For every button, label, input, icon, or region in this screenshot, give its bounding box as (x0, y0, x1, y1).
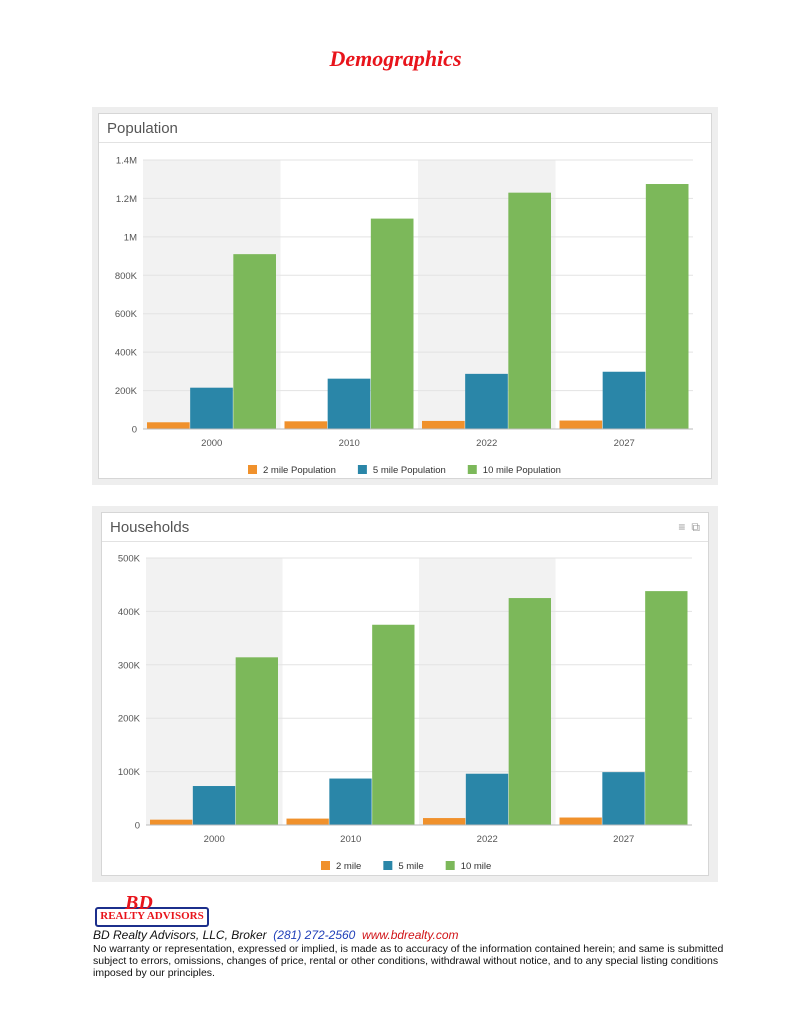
legend-label: 10 mile (461, 861, 492, 872)
population-card-title: Population (107, 120, 178, 137)
legend-swatch (383, 861, 393, 870)
bar (233, 254, 276, 429)
y-tick-label: 400K (118, 607, 141, 618)
bar (286, 818, 329, 825)
page-title: Demographics (329, 46, 462, 71)
legend-swatch (357, 465, 367, 474)
population-card: Population 0 200K 400K 600K 800K 1M 1.2M 1.4M 20… (98, 113, 712, 479)
x-tick-label: 2010 (339, 438, 360, 449)
bar (465, 773, 509, 825)
logo-text: REALTY ADVISORS (100, 910, 204, 922)
population-chart: 0 200K 400K 600K 800K 1M 1.2M 1.4M 2000 2010 2022 2… (115, 156, 693, 476)
bar (559, 420, 603, 429)
y-tick-label: 200K (115, 386, 138, 397)
y-tick-label: 0 (132, 425, 137, 436)
bar (235, 657, 278, 825)
legend-swatch (248, 465, 257, 474)
bar (602, 772, 645, 825)
broker-line: BD Realty Advisors, LLC, Broker (281) 27… (93, 928, 459, 942)
legend-label: 5 mile (398, 861, 423, 872)
y-tick-label: 1.4M (116, 156, 137, 167)
card-tools: ≡ ⧉ (672, 520, 700, 535)
x-tick-label: 2027 (614, 438, 635, 449)
y-tick-label: 1M (124, 232, 137, 243)
bd-realty-logo: REALTY ADVISORS BD (95, 892, 209, 927)
bar (147, 422, 190, 429)
x-tick-label: 2000 (201, 438, 222, 449)
legend-label: 10 mile Population (483, 465, 561, 476)
bar (422, 420, 465, 429)
menu-icon[interactable]: ≡ (678, 520, 686, 534)
legend-label: 2 mile (336, 861, 361, 872)
legend-swatch (445, 861, 455, 870)
households-chart: 0 100K 200K 300K 400K 500K 2000 2010 2022 2027 2 m… (118, 554, 692, 872)
bar (372, 624, 415, 825)
y-tick-label: 500K (118, 554, 141, 565)
broker-name: BD Realty Advisors, LLC, Broker (93, 928, 267, 942)
logo-mark: BD (125, 892, 153, 914)
y-tick-label: 200K (118, 714, 141, 725)
card-divider (102, 541, 708, 542)
legend-swatch (321, 861, 330, 870)
y-tick-label: 0 (135, 821, 140, 832)
bar (508, 598, 551, 825)
bar (465, 373, 508, 429)
bar (645, 184, 689, 429)
households-card: Households ≡ ⧉ 0 100K 200K 300K 400K 500K 2000 2… (101, 512, 709, 876)
legend-label: 5 mile Population (373, 465, 446, 476)
y-tick-label: 1.2M (116, 194, 137, 205)
bar (423, 818, 466, 825)
expand-icon[interactable]: ⧉ (691, 520, 700, 534)
y-tick-label: 400K (115, 348, 138, 359)
households-card-title: Households (110, 519, 190, 536)
bar (645, 591, 688, 825)
disclaimer-text: No warranty or representation, expressed… (93, 943, 724, 979)
y-tick-label: 100K (118, 767, 141, 778)
x-tick-label: 2022 (477, 834, 498, 845)
logo-box: REALTY ADVISORS (95, 907, 209, 927)
legend-label: 2 mile Population (263, 465, 336, 476)
bar (192, 786, 236, 825)
bar (150, 819, 193, 825)
y-tick-label: 800K (115, 271, 138, 282)
bar (602, 371, 646, 429)
bar (508, 192, 551, 429)
bar (190, 387, 233, 429)
bar (559, 817, 602, 825)
x-tick-label: 2027 (613, 834, 634, 845)
x-tick-label: 2010 (340, 834, 361, 845)
legend-swatch (467, 465, 477, 474)
broker-phone[interactable]: (281) 272-2560 (273, 928, 356, 942)
card-divider (99, 142, 711, 143)
bar (284, 421, 328, 429)
x-tick-label: 2000 (204, 834, 225, 845)
bar (329, 778, 372, 825)
bar (370, 218, 414, 429)
y-tick-label: 600K (115, 309, 138, 320)
y-tick-label: 300K (118, 660, 141, 671)
x-tick-label: 2022 (476, 438, 497, 449)
broker-website[interactable]: www.bdrealty.com (362, 928, 459, 942)
bar (327, 378, 371, 429)
